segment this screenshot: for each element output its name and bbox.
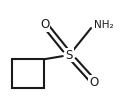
Text: S: S xyxy=(66,49,73,61)
Text: O: O xyxy=(89,76,98,89)
Text: O: O xyxy=(40,18,49,31)
Text: NH₂: NH₂ xyxy=(94,20,113,30)
